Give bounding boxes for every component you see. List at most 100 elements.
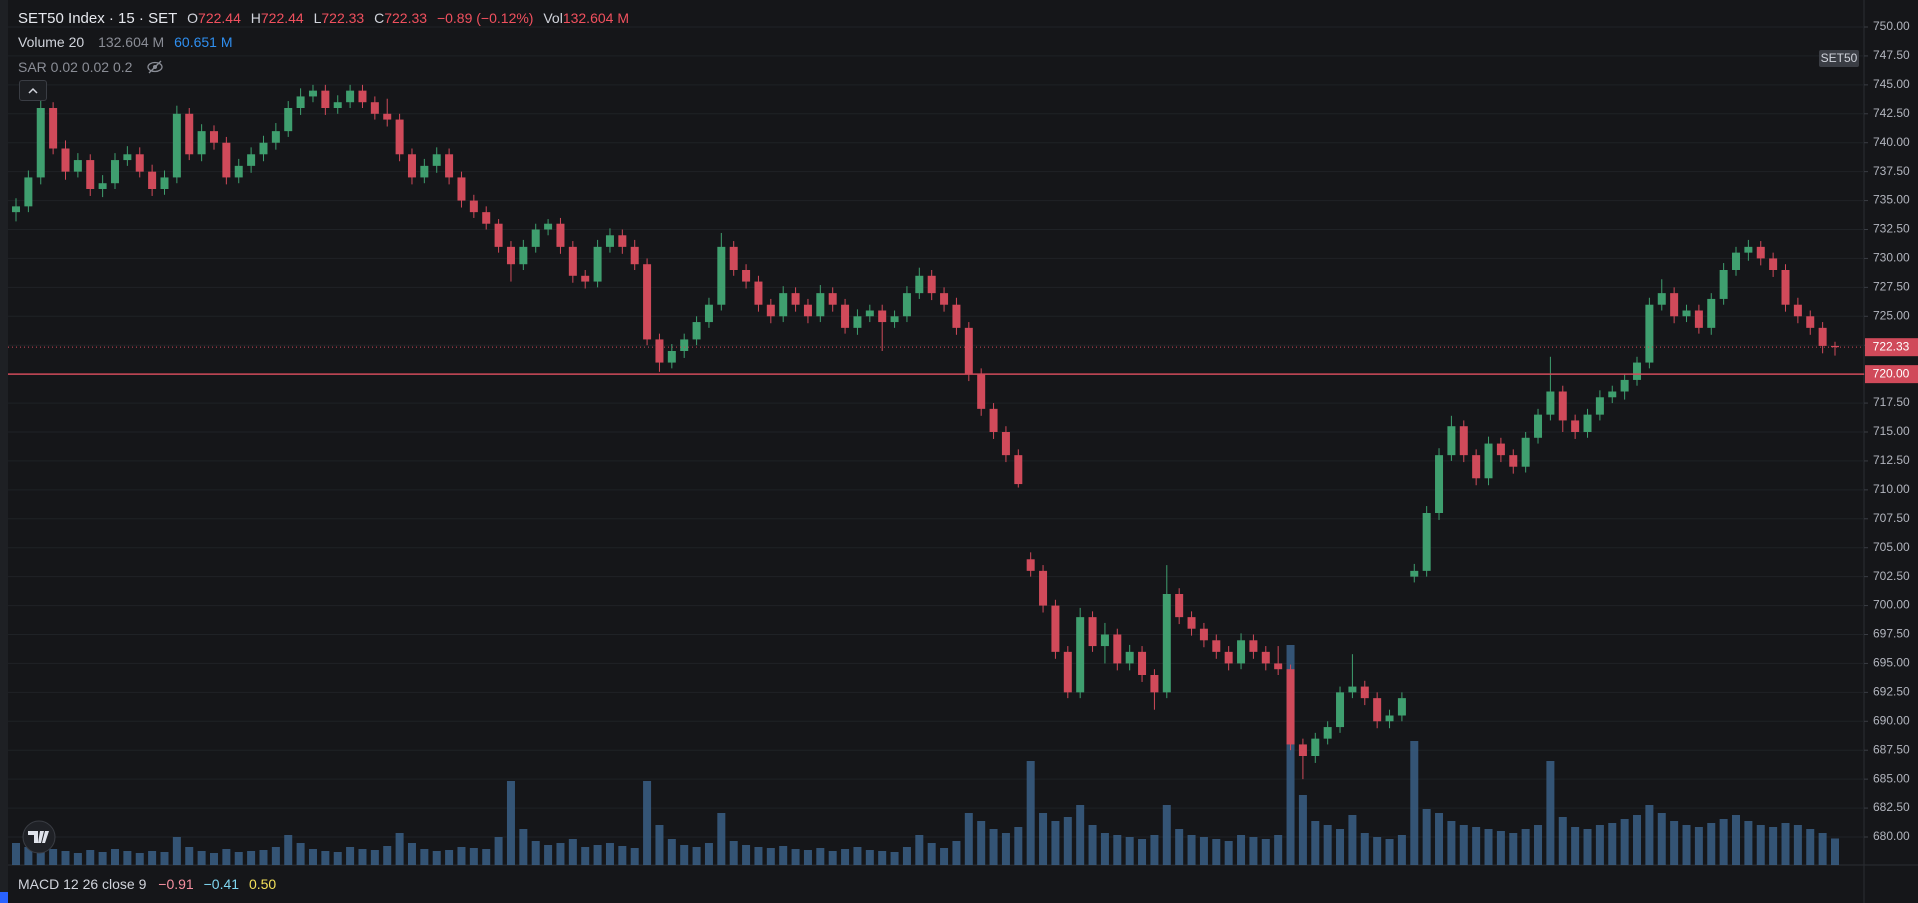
candle-body	[358, 90, 367, 103]
volume-bar	[1274, 835, 1283, 865]
volume-bar	[878, 851, 887, 865]
volume-bar	[803, 850, 812, 865]
y-tick-label: 750.00	[1873, 19, 1910, 33]
candle-body	[692, 322, 701, 340]
volume-bar	[148, 851, 157, 865]
candle-body	[1026, 559, 1035, 571]
left-edge	[0, 0, 8, 903]
candle-body	[1831, 345, 1839, 348]
candle-body	[1237, 640, 1246, 664]
candle-body	[1422, 513, 1431, 571]
volume-indicator-value: 132.604 M	[98, 34, 165, 50]
y-tick-label: 745.00	[1873, 77, 1910, 91]
candle-body	[482, 212, 491, 224]
last-price-label: 722.33	[1873, 339, 1910, 353]
volume-bar	[531, 841, 540, 865]
y-tick-label: 747.50	[1873, 48, 1910, 62]
y-tick-label: 740.00	[1873, 135, 1910, 149]
histogram-value: 0.50	[248, 876, 277, 892]
candle-body	[1620, 379, 1629, 392]
y-tick-label: 695.00	[1873, 656, 1910, 670]
y-tick-label: 682.50	[1873, 800, 1910, 814]
volume-pane	[12, 645, 1839, 865]
volume-bar	[172, 837, 181, 865]
candle-body	[1125, 651, 1134, 664]
volume-bar	[395, 833, 404, 865]
candle-body	[1608, 391, 1617, 398]
candle-body	[407, 154, 416, 178]
candle-body	[1447, 426, 1456, 456]
macd-indicator: MACD 12 26 close 9	[18, 876, 147, 892]
candle-body	[506, 246, 515, 265]
candle-body	[803, 304, 812, 317]
candle-body	[457, 177, 466, 201]
candle-body	[49, 108, 58, 149]
volume-bar	[61, 851, 70, 865]
candle-body	[853, 316, 862, 328]
volume-bar	[420, 849, 429, 865]
y-tick-label: 727.50	[1873, 280, 1910, 294]
volume-bar	[1323, 825, 1332, 865]
candles	[8, 84, 1864, 780]
candle-body	[1719, 270, 1728, 299]
y-tick-label: 685.00	[1873, 771, 1910, 785]
candle-body	[1385, 715, 1394, 722]
collapse-button[interactable]	[19, 80, 47, 101]
candle-body	[148, 171, 157, 189]
high-value: 722.44	[260, 10, 304, 26]
candle-body	[73, 160, 82, 172]
candle-body	[1175, 594, 1184, 618]
y-tick-label: 692.50	[1873, 685, 1910, 699]
price-axis: 750.00 747.50 745.00 742.50 740.00 737.50 735.…	[1864, 19, 1918, 843]
volume-bar	[865, 850, 874, 865]
candle-body	[1694, 310, 1703, 328]
candle-body	[754, 281, 763, 305]
volume-bar	[1744, 821, 1753, 865]
candle-body	[494, 223, 503, 247]
volume-bar	[271, 847, 280, 865]
candle-body	[36, 108, 45, 178]
y-tick-label: 712.50	[1873, 453, 1910, 467]
volume-bar	[209, 853, 218, 865]
candle-body	[1063, 651, 1072, 693]
tv-logo[interactable]	[22, 820, 56, 854]
volume-bar	[333, 852, 342, 865]
candle-body	[1818, 327, 1827, 346]
volume-bar	[259, 850, 268, 865]
volume-bar	[1435, 813, 1444, 865]
volume-bar	[1694, 827, 1703, 865]
candle-body	[1274, 663, 1283, 670]
candle-body	[172, 113, 181, 178]
y-tick-label: 737.50	[1873, 164, 1910, 178]
volume-bar	[1348, 815, 1357, 865]
volume-bar	[1682, 825, 1691, 865]
candle-body	[185, 113, 194, 155]
volume-bar	[1707, 823, 1716, 865]
candle-body	[209, 131, 218, 143]
candle-body	[1744, 246, 1753, 253]
volume-bar	[742, 845, 751, 865]
volume-bar	[1237, 835, 1246, 865]
candle-body	[12, 206, 20, 213]
candle-body	[1806, 316, 1815, 328]
candle-body	[667, 351, 676, 363]
hidden-eye-icon[interactable]	[146, 60, 164, 74]
volume-bar	[1125, 837, 1134, 865]
candle-body	[940, 293, 949, 305]
level-label-box	[1865, 365, 1918, 384]
volume-bar	[1509, 833, 1518, 865]
candle-body	[519, 246, 528, 265]
y-tick-label: 687.50	[1873, 742, 1910, 756]
candle-body	[643, 264, 652, 340]
high-label: H	[250, 10, 261, 26]
volume-bar	[1472, 827, 1481, 865]
volume-bar	[1571, 827, 1580, 865]
candle-body	[259, 142, 268, 155]
volume-bar	[1311, 821, 1320, 865]
candle-body	[1212, 640, 1221, 652]
volume-bar	[1546, 761, 1555, 865]
volume-bar	[618, 846, 627, 865]
volume-bar	[1793, 825, 1802, 865]
candle-body	[135, 154, 144, 172]
volume-bar	[902, 847, 911, 865]
